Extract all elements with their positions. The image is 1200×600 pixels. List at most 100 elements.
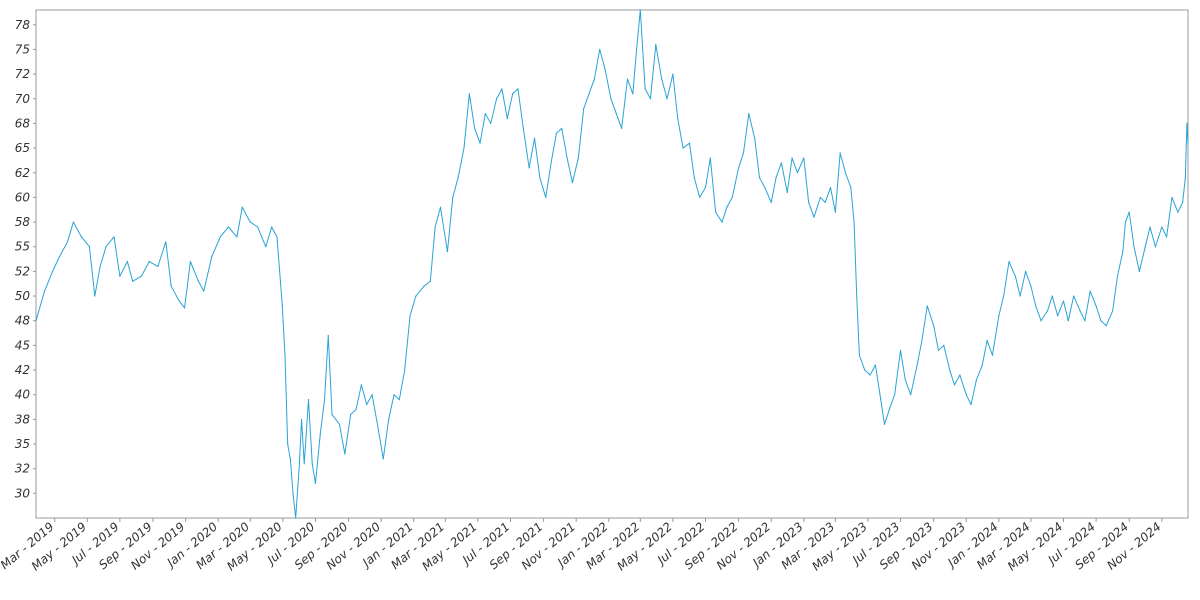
data-point	[249, 221, 251, 223]
data-point	[1079, 310, 1081, 312]
data-point	[1124, 221, 1127, 223]
data-point	[338, 423, 341, 425]
data-point	[276, 236, 278, 238]
data-point	[303, 463, 305, 465]
data-point	[382, 458, 384, 460]
data-point	[323, 399, 326, 401]
data-point	[937, 349, 940, 351]
y-tick-label: 40	[15, 388, 31, 402]
data-point	[327, 334, 329, 337]
y-tick-label: 55	[15, 240, 30, 254]
data-point	[388, 418, 390, 420]
data-point	[533, 137, 536, 139]
data-point	[439, 206, 442, 208]
data-point	[1030, 285, 1032, 287]
series-layer	[35, 9, 1189, 519]
data-point	[742, 152, 745, 154]
data-point	[610, 98, 612, 100]
data-point	[434, 226, 436, 228]
data-point	[319, 433, 321, 435]
data-point	[672, 73, 674, 75]
data-point	[780, 162, 782, 164]
data-point	[113, 236, 115, 238]
data-point	[829, 186, 832, 189]
data-point	[1128, 211, 1130, 213]
data-point	[566, 157, 568, 159]
y-tick-label: 78	[15, 18, 31, 32]
data-point	[1182, 201, 1184, 203]
data-point	[457, 177, 459, 179]
y-tick-label: 52	[15, 264, 30, 278]
data-point	[1138, 270, 1140, 272]
data-point	[1171, 196, 1173, 199]
y-tick-label: 72	[15, 67, 30, 81]
data-point	[287, 443, 289, 445]
data-point	[512, 93, 514, 95]
y-tick-label: 42	[15, 363, 30, 377]
data-point	[856, 295, 858, 297]
y-tick-label: 48	[15, 314, 31, 328]
data-point	[219, 236, 221, 238]
data-point	[404, 369, 406, 371]
data-point	[883, 423, 886, 425]
data-point	[94, 295, 96, 297]
data-point	[148, 260, 150, 263]
data-point	[1040, 320, 1042, 322]
data-point	[88, 246, 91, 248]
data-point	[588, 93, 590, 95]
data-point	[661, 78, 663, 80]
data-point	[1144, 246, 1146, 248]
data-point	[888, 408, 890, 411]
data-point	[398, 399, 400, 401]
data-point	[1003, 295, 1005, 297]
data-point	[666, 98, 668, 100]
data-point	[463, 147, 465, 149]
data-point	[715, 211, 717, 213]
data-point	[265, 246, 267, 248]
data-point	[949, 369, 951, 371]
data-point	[376, 423, 379, 425]
data-point	[119, 275, 121, 277]
data-point	[677, 117, 679, 120]
data-point	[813, 216, 815, 218]
data-point	[981, 364, 983, 366]
plot-area-frame	[35, 9, 1189, 519]
data-point	[165, 241, 167, 243]
data-point	[183, 307, 186, 309]
data-point	[126, 260, 128, 263]
data-point	[726, 206, 728, 208]
data-point	[1084, 320, 1086, 322]
data-point	[874, 364, 877, 366]
data-point	[916, 364, 918, 366]
data-point	[1184, 177, 1186, 179]
data-point	[132, 280, 134, 282]
data-point	[517, 88, 519, 90]
data-point	[415, 295, 417, 297]
data-point	[693, 177, 695, 179]
data-point	[1019, 295, 1021, 297]
data-point	[824, 201, 826, 203]
data-point	[227, 226, 229, 228]
data-point	[682, 147, 684, 149]
data-point	[738, 167, 740, 169]
data-point	[468, 93, 470, 95]
data-point	[953, 384, 956, 386]
data-point	[1186, 122, 1188, 125]
data-point	[834, 211, 836, 213]
data-point	[764, 186, 766, 189]
data-point	[366, 403, 368, 406]
data-point	[632, 93, 634, 95]
data-point	[51, 270, 54, 272]
data-point	[1116, 275, 1119, 277]
y-tick-label: 65	[15, 141, 30, 155]
data-point	[626, 78, 629, 80]
data-point	[484, 112, 486, 115]
y-tick-label: 58	[15, 215, 31, 229]
data-point	[796, 172, 799, 174]
data-point	[528, 167, 530, 169]
data-point	[446, 251, 449, 253]
data-point	[298, 463, 301, 465]
data-point	[1008, 260, 1010, 263]
data-point	[1133, 246, 1135, 248]
